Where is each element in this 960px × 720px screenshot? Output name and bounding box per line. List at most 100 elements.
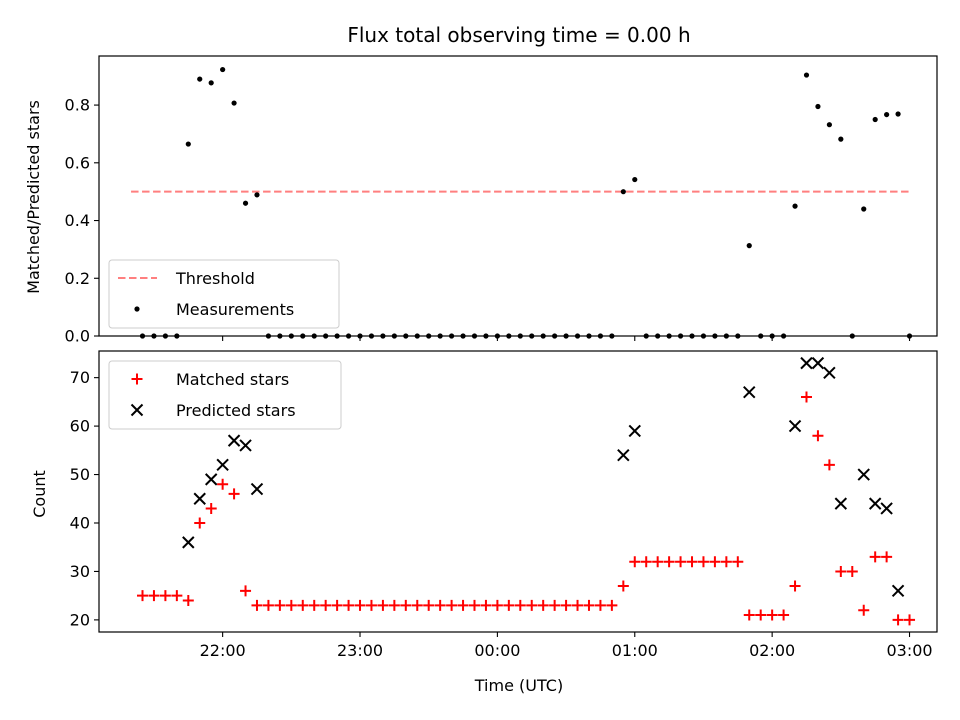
x-tick-label: 02:00 — [749, 641, 795, 660]
series-matched-stars — [137, 391, 916, 626]
data-point — [881, 551, 893, 563]
data-point — [732, 556, 744, 568]
data-point — [652, 556, 664, 568]
data-point — [446, 599, 458, 611]
data-point — [834, 497, 848, 510]
data-point — [823, 366, 836, 380]
data-point — [227, 434, 241, 447]
top-legend: Threshold Measurements — [108, 259, 340, 329]
legend-predicted-swatch — [130, 403, 144, 417]
data-point — [789, 580, 801, 592]
x-tick-label: 01:00 — [612, 641, 658, 660]
data-point — [617, 448, 630, 462]
data-point — [640, 556, 652, 568]
data-point — [228, 488, 240, 500]
data-point — [411, 599, 423, 611]
bottom-legend: Matched stars Predicted stars — [108, 360, 342, 430]
data-point — [620, 189, 626, 195]
data-point — [869, 551, 881, 563]
data-point — [838, 136, 844, 142]
legend-measurements-swatch — [134, 306, 140, 312]
legend-box — [108, 259, 340, 329]
data-point — [755, 609, 767, 621]
data-point — [686, 556, 698, 568]
data-point — [193, 492, 206, 505]
y-tick-label: 70 — [70, 368, 90, 387]
data-point — [846, 565, 858, 577]
y-tick-label: 0.0 — [65, 327, 90, 346]
data-point — [904, 614, 916, 626]
data-point — [812, 430, 824, 442]
bottom-axes-frame — [98, 350, 938, 633]
legend-matched-swatch — [131, 373, 143, 385]
data-point — [137, 590, 149, 602]
data-point — [388, 599, 400, 611]
data-point — [254, 192, 260, 198]
data-point — [262, 599, 274, 611]
data-point — [815, 103, 821, 110]
data-point — [632, 176, 638, 183]
top-plot-area: 0.0 0.2 0.4 0.6 0.8 Threshold Measurements — [65, 55, 938, 346]
data-point — [629, 556, 641, 568]
data-point — [835, 565, 847, 577]
data-point — [594, 599, 606, 611]
data-point — [365, 599, 377, 611]
data-point — [457, 599, 469, 611]
data-point — [320, 599, 332, 611]
data-point — [434, 599, 446, 611]
data-point — [274, 599, 286, 611]
x-tick-label: 03:00 — [886, 641, 932, 660]
data-point — [308, 599, 320, 611]
data-point — [675, 556, 687, 568]
data-point — [377, 599, 389, 611]
data-point — [514, 599, 526, 611]
data-point — [503, 599, 515, 611]
x-tick-label: 00:00 — [474, 641, 520, 660]
data-point — [743, 385, 756, 399]
data-point — [884, 111, 890, 118]
data-point — [709, 556, 721, 568]
y-tick-label: 20 — [70, 610, 90, 629]
data-point — [811, 356, 825, 370]
bottom-data-layer — [137, 356, 916, 626]
data-point — [823, 459, 835, 471]
y-tick-label: 0.4 — [65, 211, 90, 230]
data-point — [697, 556, 709, 568]
top-axes-frame — [98, 55, 938, 337]
data-point — [331, 599, 343, 611]
data-point — [663, 556, 675, 568]
data-point — [606, 599, 618, 611]
y-tick-label: 30 — [70, 562, 90, 581]
data-point — [251, 599, 263, 611]
data-point — [526, 599, 538, 611]
data-point — [423, 599, 435, 611]
data-point — [205, 502, 217, 514]
data-point — [239, 439, 252, 452]
data-point — [491, 599, 503, 611]
data-point — [240, 585, 252, 597]
data-point — [400, 599, 412, 611]
data-point — [800, 356, 813, 370]
series-predicted-stars — [182, 356, 905, 598]
y-tick-label: 0.2 — [65, 269, 90, 288]
data-point — [468, 599, 480, 611]
legend-label: Matched stars — [176, 370, 289, 389]
data-point — [549, 599, 561, 611]
data-point — [171, 590, 183, 602]
data-point — [792, 203, 798, 209]
data-point — [803, 72, 810, 78]
data-point — [480, 599, 492, 611]
data-point — [720, 556, 732, 568]
data-point — [220, 66, 226, 73]
data-point — [746, 243, 752, 249]
y-tick-label: 40 — [70, 513, 90, 532]
x-tick-label: 23:00 — [337, 641, 383, 660]
data-point — [583, 599, 595, 611]
legend-label: Predicted stars — [176, 401, 296, 420]
data-point — [297, 599, 309, 611]
data-point — [204, 473, 218, 486]
data-point — [354, 599, 366, 611]
data-point — [628, 424, 641, 438]
